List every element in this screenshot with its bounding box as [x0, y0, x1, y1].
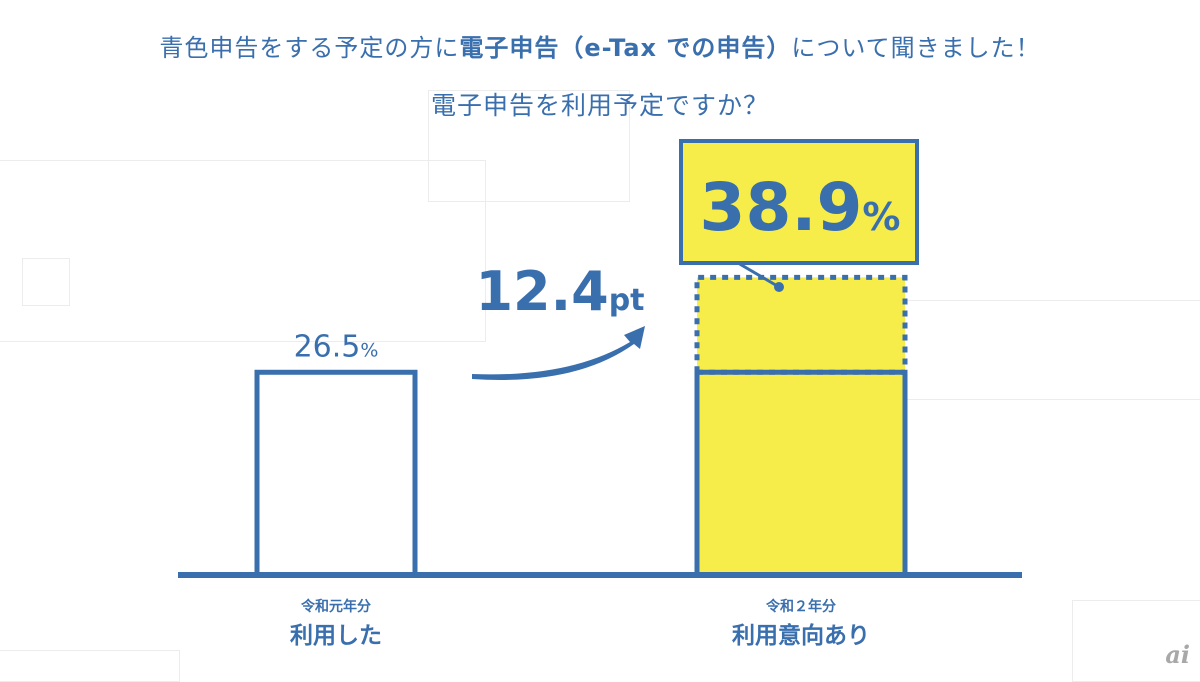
- background-frame: [0, 160, 486, 342]
- bar-reiwa2-outline: [694, 369, 908, 575]
- title-text: 青色申告をする予定の方に: [159, 34, 460, 62]
- category-year: 令和２年分: [766, 599, 836, 615]
- ai-logo: ai: [1165, 640, 1190, 669]
- category-year: 令和元年分: [301, 599, 371, 615]
- bar-increase-outline: [694, 274, 908, 373]
- callout-pointer: [737, 261, 780, 289]
- increase-arrow: [472, 326, 645, 380]
- category-label: 利用意向あり: [732, 623, 870, 649]
- increase-label: 12.4pt: [475, 260, 644, 323]
- chart-title: 青色申告をする予定の方に電子申告（e-Tax での申告）について聞きました！: [0, 28, 1200, 63]
- bar-reiwa2: [697, 277, 905, 575]
- bar-value-label: 38.9%: [700, 169, 901, 246]
- callout-pointer-dot: [774, 282, 784, 292]
- background-frame: [428, 90, 630, 202]
- bar-value-label: 26.5%: [294, 329, 379, 364]
- title-bold-text: 電子申告（e-Tax での申告）: [459, 34, 792, 62]
- value-callout-box: [679, 139, 919, 265]
- title-text: について聞きました！: [791, 34, 1041, 62]
- background-frame: [22, 258, 70, 306]
- category-label: 利用した: [290, 623, 382, 649]
- chart-subtitle: 電子申告を利用予定ですか？: [430, 91, 769, 120]
- bar-reiwa1: [254, 369, 418, 578]
